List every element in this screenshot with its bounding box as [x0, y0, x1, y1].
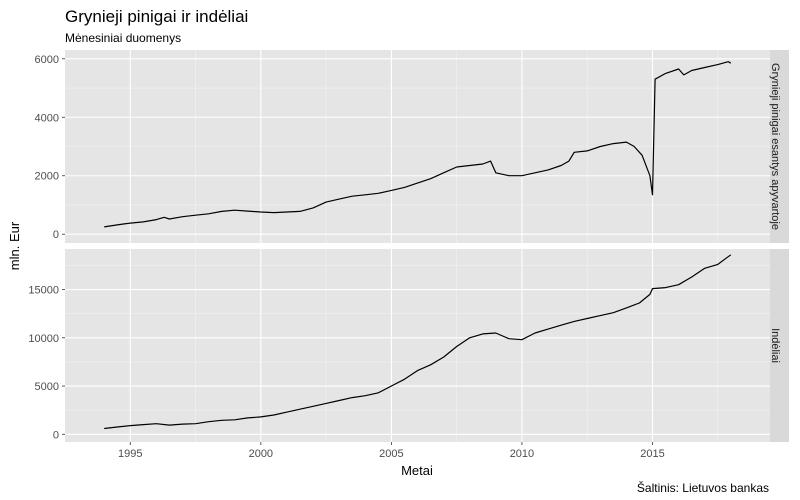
y-tick-label: 0 [53, 429, 59, 441]
y-tick-label: 15000 [28, 285, 59, 297]
series-line [104, 254, 732, 430]
x-tick-label: 2005 [379, 448, 403, 460]
y-axis-ticks: 0 5000 10000 15000 [28, 285, 65, 441]
strip-label-currency: Grynieji pinigai esantys apyvartoje [769, 63, 781, 230]
x-axis-ticks: 1995 2000 2005 2010 2015 [118, 442, 665, 460]
panel-series [104, 254, 732, 430]
y-tick-label: 6000 [35, 54, 59, 66]
y-tick-label: 0 [53, 229, 59, 241]
panel-series [104, 61, 732, 228]
x-tick-label: 2000 [249, 448, 273, 460]
panel-currency: 0 2000 4000 6000 Grynieji pinigai esantys a… [35, 50, 789, 243]
strip-background [770, 50, 789, 243]
strip-label-deposits: Indėliai [769, 328, 781, 363]
chart-title: Grynieji pinigai ir indėliai [65, 7, 248, 26]
y-tick-label: 4000 [35, 112, 59, 124]
x-axis-title: Metai [401, 463, 433, 478]
y-tick-label: 5000 [35, 381, 59, 393]
chart-subtitle: Mėnesiniai duomenys [65, 31, 181, 45]
x-tick-label: 1995 [118, 448, 142, 460]
y-axis-title: mln. Eur [7, 221, 22, 270]
series-line [104, 61, 732, 228]
source-caption: Šaltinis: Lietuvos bankas [637, 480, 769, 495]
panel-grid [65, 50, 770, 243]
x-tick-label: 2015 [640, 448, 664, 460]
strip-background [770, 249, 789, 442]
panel-background [65, 249, 770, 442]
y-tick-label: 10000 [28, 333, 59, 345]
x-tick-label: 2010 [510, 448, 534, 460]
panel-deposits: 0 5000 10000 15000 Indėliai [28, 249, 789, 442]
y-axis-ticks: 0 2000 4000 6000 [35, 54, 65, 241]
y-tick-label: 2000 [35, 171, 59, 183]
